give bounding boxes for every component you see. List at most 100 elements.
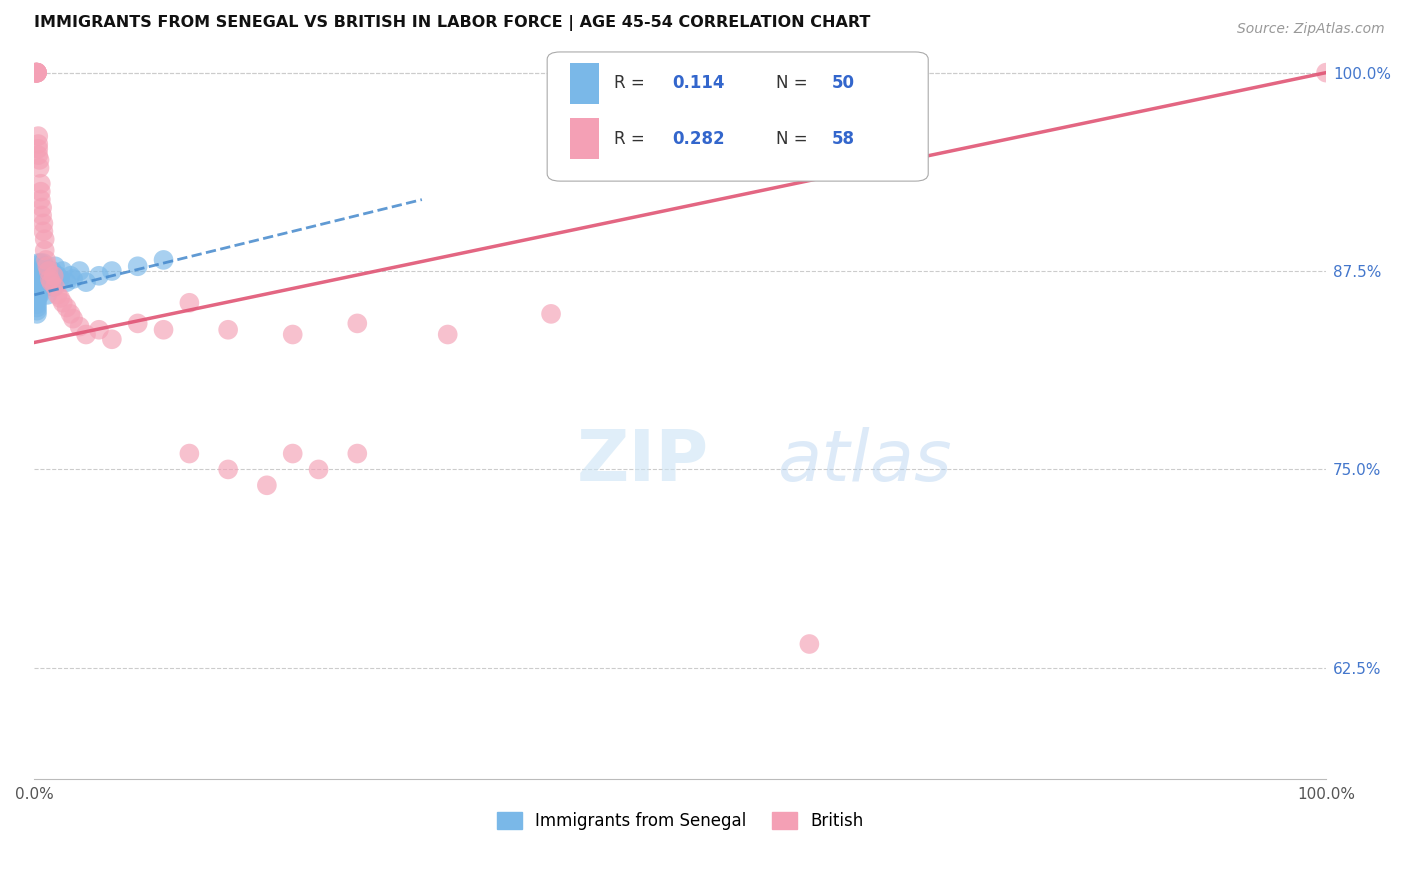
- British: [35, 252, 58, 267]
- Immigrants from Senegal: [27, 256, 49, 270]
- Immigrants from Senegal: [35, 264, 58, 278]
- Immigrants from Senegal: [27, 264, 49, 278]
- Immigrants from Senegal: [25, 294, 48, 309]
- British: [55, 301, 77, 315]
- Text: IMMIGRANTS FROM SENEGAL VS BRITISH IN LABOR FORCE | AGE 45-54 CORRELATION CHART: IMMIGRANTS FROM SENEGAL VS BRITISH IN LA…: [34, 15, 870, 31]
- British: [152, 323, 174, 337]
- British: [46, 288, 69, 302]
- Immigrants from Senegal: [27, 272, 49, 286]
- Immigrants from Senegal: [25, 301, 48, 315]
- British: [34, 244, 56, 258]
- British: [38, 272, 60, 286]
- Text: 50: 50: [831, 74, 855, 93]
- British: [101, 332, 124, 346]
- British: [87, 323, 110, 337]
- Immigrants from Senegal: [38, 268, 60, 283]
- British: [1315, 65, 1337, 79]
- Immigrants from Senegal: [25, 307, 48, 321]
- British: [25, 65, 48, 79]
- Immigrants from Senegal: [41, 264, 63, 278]
- British: [346, 317, 368, 331]
- British: [179, 295, 201, 310]
- Immigrants from Senegal: [101, 264, 124, 278]
- Immigrants from Senegal: [37, 272, 59, 286]
- British: [24, 65, 46, 79]
- British: [27, 136, 49, 151]
- Immigrants from Senegal: [30, 268, 52, 283]
- Immigrants from Senegal: [31, 275, 53, 289]
- British: [59, 307, 82, 321]
- British: [27, 129, 49, 144]
- British: [308, 462, 330, 476]
- British: [179, 446, 201, 460]
- British: [52, 295, 75, 310]
- Immigrants from Senegal: [25, 303, 48, 318]
- Immigrants from Senegal: [32, 272, 55, 286]
- British: [540, 307, 562, 321]
- Text: R =: R =: [614, 129, 645, 148]
- Immigrants from Senegal: [25, 281, 48, 295]
- Immigrants from Senegal: [34, 260, 56, 274]
- Text: 0.282: 0.282: [672, 129, 725, 148]
- Immigrants from Senegal: [25, 278, 48, 293]
- British: [31, 201, 53, 215]
- Immigrants from Senegal: [27, 288, 49, 302]
- British: [256, 478, 278, 492]
- British: [25, 65, 48, 79]
- British: [69, 319, 91, 334]
- British: [37, 260, 59, 274]
- British: [42, 268, 65, 283]
- British: [27, 142, 49, 156]
- British: [25, 65, 48, 79]
- Immigrants from Senegal: [49, 272, 72, 286]
- Immigrants from Senegal: [25, 291, 48, 305]
- British: [31, 209, 53, 223]
- British: [24, 65, 46, 79]
- Text: R =: R =: [614, 74, 645, 93]
- FancyBboxPatch shape: [571, 63, 599, 103]
- British: [281, 327, 304, 342]
- British: [28, 161, 51, 175]
- British: [24, 65, 46, 79]
- British: [217, 462, 239, 476]
- British: [34, 232, 56, 246]
- Text: atlas: atlas: [778, 427, 952, 496]
- Immigrants from Senegal: [44, 260, 66, 274]
- Text: Source: ZipAtlas.com: Source: ZipAtlas.com: [1237, 22, 1385, 37]
- British: [49, 291, 72, 305]
- Immigrants from Senegal: [75, 275, 97, 289]
- British: [30, 185, 52, 199]
- British: [127, 317, 149, 331]
- Immigrants from Senegal: [37, 288, 59, 302]
- British: [27, 148, 49, 162]
- British: [39, 275, 62, 289]
- Immigrants from Senegal: [31, 264, 53, 278]
- Immigrants from Senegal: [30, 256, 52, 270]
- Text: ZIP: ZIP: [576, 427, 709, 496]
- Immigrants from Senegal: [62, 272, 84, 286]
- Immigrants from Senegal: [28, 272, 51, 286]
- Immigrants from Senegal: [28, 280, 51, 294]
- British: [38, 264, 60, 278]
- Immigrants from Senegal: [52, 264, 75, 278]
- British: [25, 65, 48, 79]
- Text: N =: N =: [776, 129, 807, 148]
- British: [25, 65, 48, 79]
- Legend: Immigrants from Senegal, British: Immigrants from Senegal, British: [491, 805, 870, 837]
- Immigrants from Senegal: [34, 280, 56, 294]
- Immigrants from Senegal: [32, 256, 55, 270]
- British: [32, 224, 55, 238]
- FancyBboxPatch shape: [547, 52, 928, 181]
- British: [30, 177, 52, 191]
- British: [62, 311, 84, 326]
- Immigrants from Senegal: [38, 275, 60, 289]
- Immigrants from Senegal: [59, 268, 82, 283]
- British: [346, 446, 368, 460]
- Immigrants from Senegal: [46, 268, 69, 283]
- Immigrants from Senegal: [152, 252, 174, 267]
- British: [44, 280, 66, 294]
- Immigrants from Senegal: [25, 275, 48, 289]
- Immigrants from Senegal: [42, 280, 65, 294]
- Immigrants from Senegal: [28, 288, 51, 302]
- British: [799, 637, 821, 651]
